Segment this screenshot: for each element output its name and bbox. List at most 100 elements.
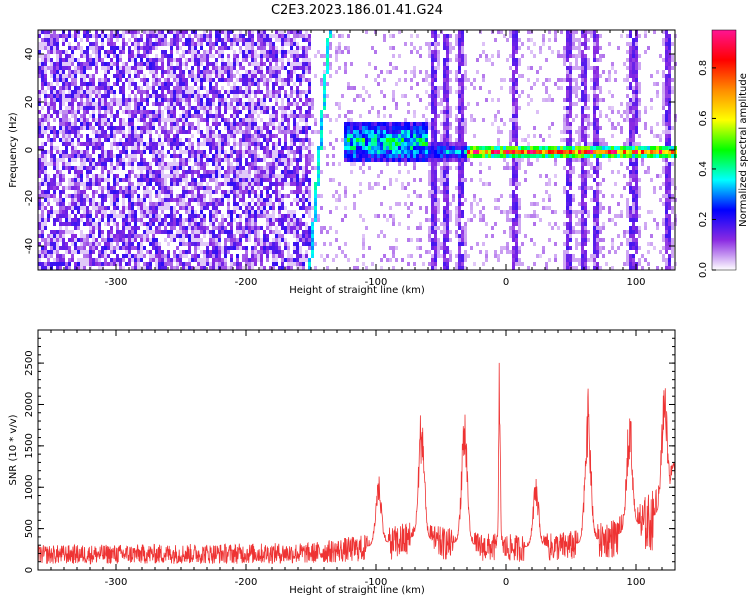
heatmap-cell xyxy=(443,242,446,246)
heatmap-cell xyxy=(203,78,206,82)
heatmap-cell xyxy=(419,222,422,226)
heatmap-cell xyxy=(422,154,425,158)
heatmap-cell xyxy=(191,54,194,58)
heatmap-cell xyxy=(245,150,248,154)
heatmap-cell xyxy=(443,90,446,94)
heatmap-cell xyxy=(293,110,296,114)
heatmap-cell xyxy=(224,266,227,270)
heatmap-cell xyxy=(443,206,446,210)
heatmap-cell xyxy=(311,142,314,146)
heatmap-cell xyxy=(71,166,74,170)
heatmap-cell xyxy=(182,222,185,226)
heatmap-cell xyxy=(137,30,140,34)
heatmap-cell xyxy=(278,246,281,250)
heatmap-cell xyxy=(419,122,422,126)
heatmap-cell xyxy=(236,190,239,194)
heatmap-cell xyxy=(275,178,278,182)
heatmap-cell xyxy=(104,194,107,198)
heatmap-cell xyxy=(185,78,188,82)
heatmap-cell xyxy=(266,234,269,238)
heatmap-cell xyxy=(443,198,446,202)
heatmap-cell xyxy=(206,170,209,174)
heatmap-cell xyxy=(308,46,311,50)
heatmap-cell xyxy=(281,106,284,110)
heatmap-cell xyxy=(98,234,101,238)
heatmap-cell xyxy=(131,162,134,166)
heatmap-cell xyxy=(302,78,305,82)
heatmap-cell xyxy=(230,214,233,218)
heatmap-cell xyxy=(413,126,416,130)
heatmap-cell xyxy=(434,38,437,42)
heatmap-cell xyxy=(56,266,59,270)
heatmap-cell xyxy=(152,74,155,78)
heatmap-cell xyxy=(146,50,149,54)
heatmap-cell xyxy=(38,74,41,78)
heatmap-cell xyxy=(41,86,44,90)
heatmap-cell xyxy=(263,230,266,234)
heatmap-cell xyxy=(140,158,143,162)
heatmap-cell xyxy=(407,134,410,138)
heatmap-cell xyxy=(71,62,74,66)
heatmap-cell xyxy=(65,166,68,170)
heatmap-cell xyxy=(251,262,254,266)
heatmap-cell xyxy=(215,206,218,210)
heatmap-cell xyxy=(293,58,296,62)
heatmap-cell xyxy=(116,254,119,258)
heatmap-cell xyxy=(50,182,53,186)
heatmap-cell xyxy=(149,130,152,134)
heatmap-cell xyxy=(431,190,434,194)
heatmap-cell xyxy=(212,246,215,250)
heatmap-cell xyxy=(173,174,176,178)
heatmap-cell xyxy=(182,158,185,162)
heatmap-cell xyxy=(149,178,152,182)
heatmap-cell xyxy=(155,258,158,262)
heatmap-cell xyxy=(119,230,122,234)
heatmap-cell xyxy=(95,202,98,206)
heatmap-cell xyxy=(407,154,410,158)
heatmap-cell xyxy=(287,242,290,246)
heatmap-cell xyxy=(416,158,419,162)
heatmap-cell xyxy=(437,50,440,54)
heatmap-cell xyxy=(293,90,296,94)
heatmap-cell xyxy=(257,210,260,214)
heatmap-cell xyxy=(305,222,308,226)
heatmap-cell xyxy=(200,98,203,102)
heatmap-cell xyxy=(224,258,227,262)
heatmap-cell xyxy=(155,30,158,34)
heatmap-cell xyxy=(158,66,161,70)
heatmap-cell xyxy=(125,246,128,250)
heatmap-cell xyxy=(209,42,212,46)
heatmap-cell xyxy=(167,206,170,210)
heatmap-cell xyxy=(188,190,191,194)
heatmap-cell xyxy=(281,206,284,210)
heatmap-cell xyxy=(212,258,215,262)
heatmap-cell xyxy=(149,194,152,198)
heatmap-cell xyxy=(233,130,236,134)
heatmap-cell xyxy=(293,246,296,250)
heatmap-cell xyxy=(290,190,293,194)
heatmap-cell xyxy=(212,94,215,98)
heatmap-cell xyxy=(287,42,290,46)
heatmap-cell xyxy=(164,266,167,270)
heatmap-cell xyxy=(278,190,281,194)
heatmap-cell xyxy=(260,158,263,162)
heatmap-cell xyxy=(152,118,155,122)
heatmap-cell xyxy=(317,214,320,218)
heatmap-cell xyxy=(182,194,185,198)
heatmap-cell xyxy=(251,50,254,54)
heatmap-cell xyxy=(380,90,383,94)
heatmap-cell xyxy=(305,134,308,138)
heatmap-cell xyxy=(374,126,377,130)
heatmap-cell xyxy=(146,230,149,234)
heatmap-cell xyxy=(161,206,164,210)
heatmap-cell xyxy=(392,154,395,158)
heatmap-cell xyxy=(362,130,365,134)
heatmap-cell xyxy=(434,74,437,78)
heatmap-cell xyxy=(272,170,275,174)
heatmap-cell xyxy=(221,218,224,222)
heatmap-cell xyxy=(41,170,44,174)
heatmap-cell xyxy=(131,246,134,250)
heatmap-cell xyxy=(122,38,125,42)
heatmap-cell xyxy=(281,82,284,86)
heatmap-cell xyxy=(200,134,203,138)
